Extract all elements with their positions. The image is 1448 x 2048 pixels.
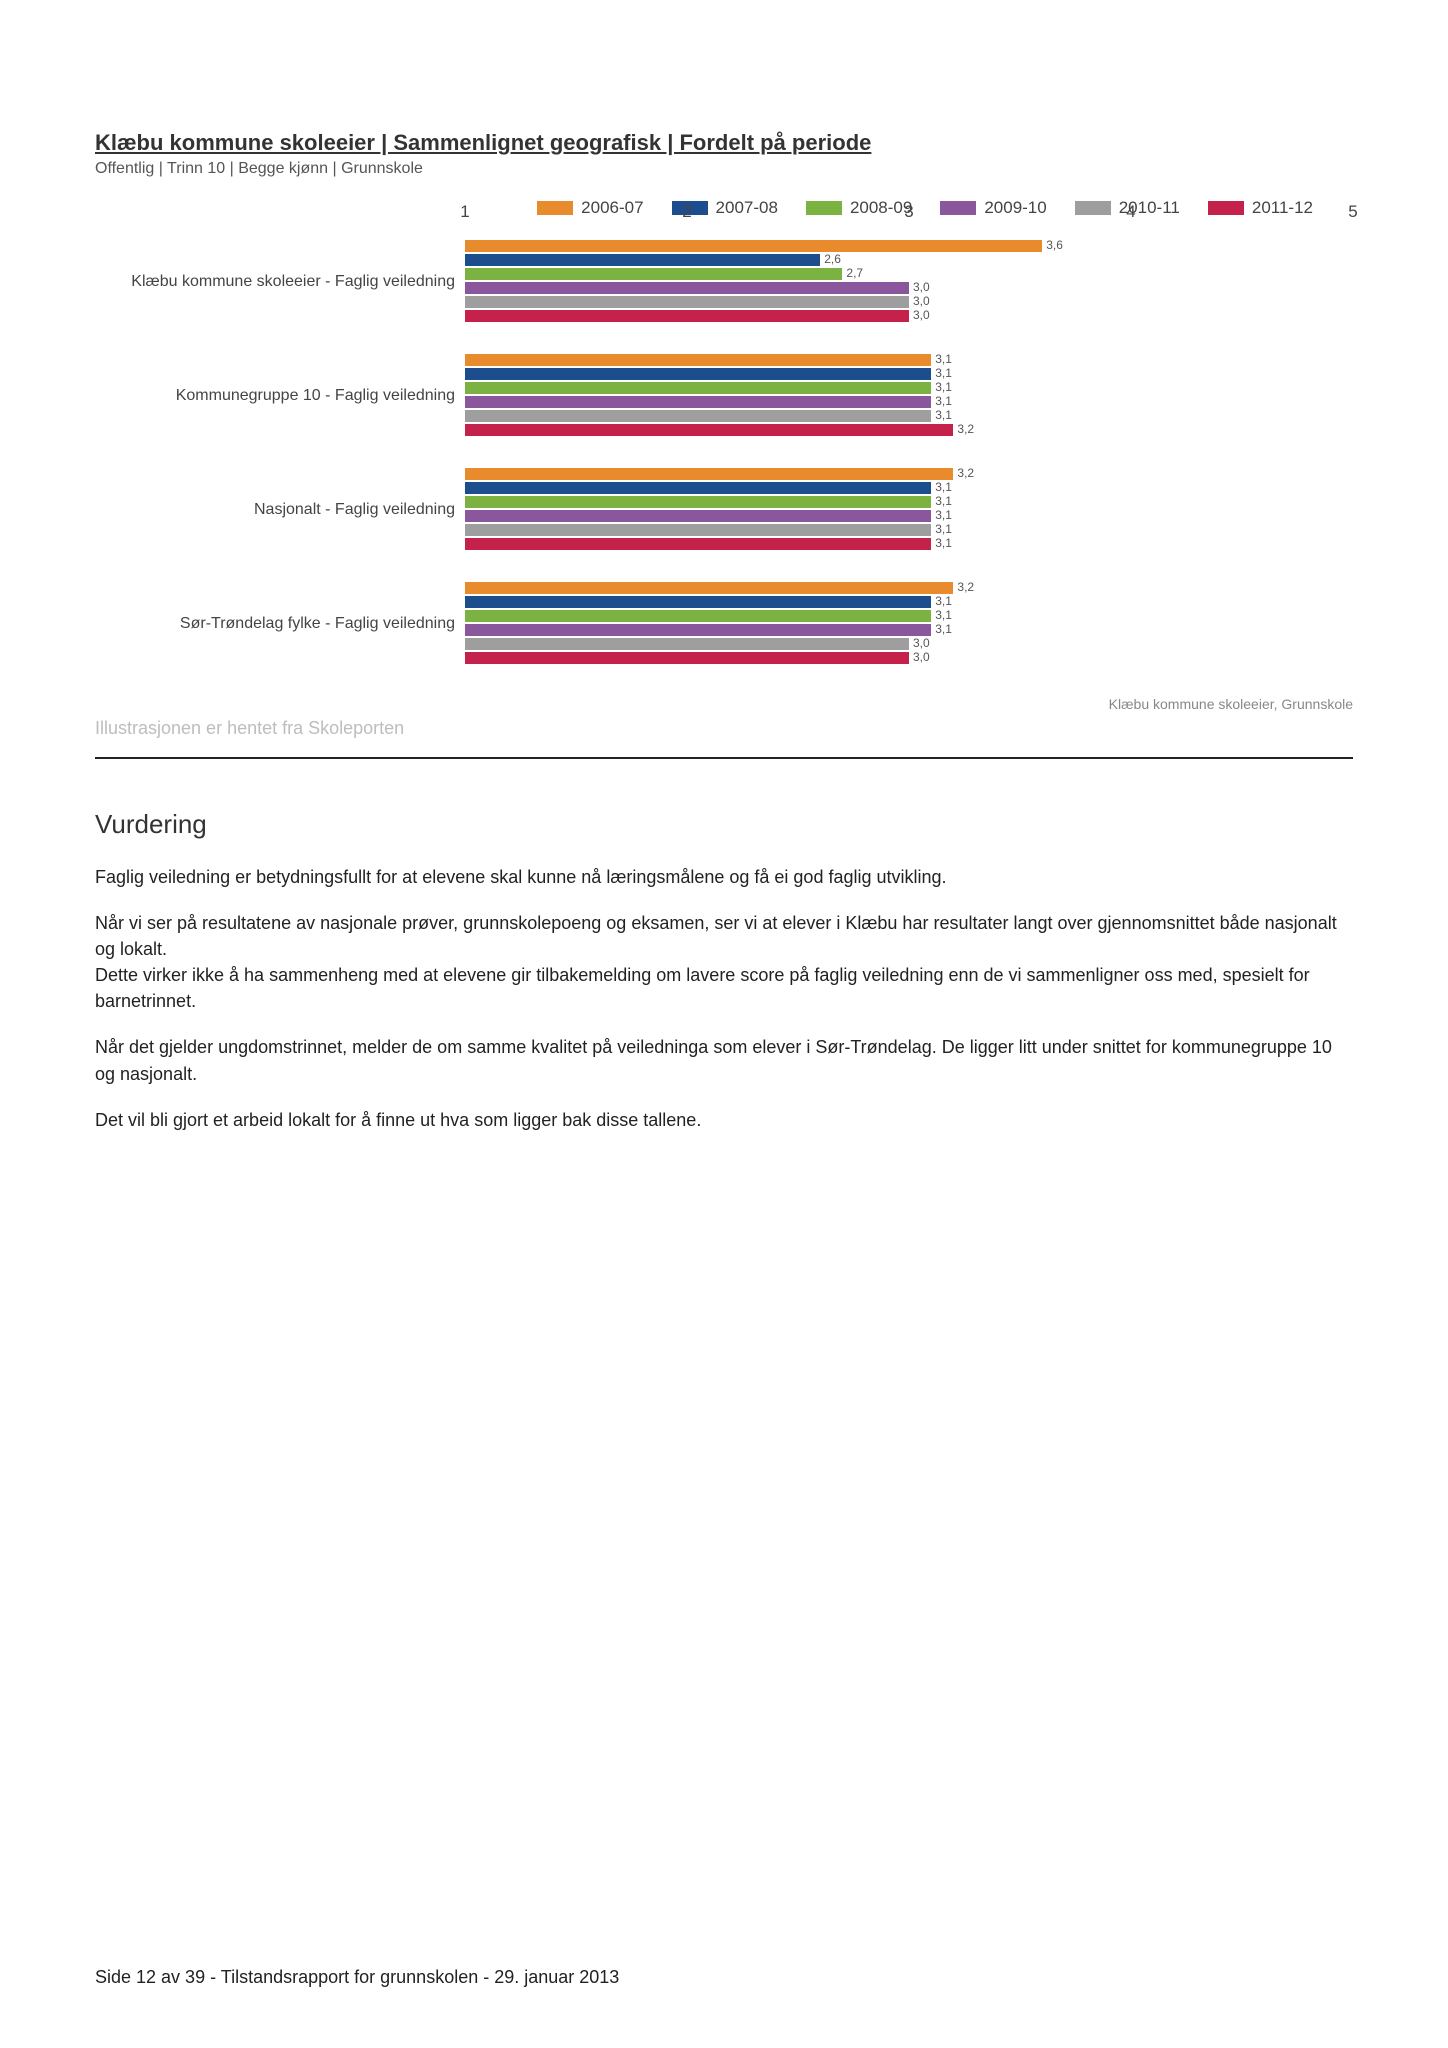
bar-value: 3,1 bbox=[935, 622, 952, 636]
bar-value: 3,1 bbox=[935, 380, 952, 394]
bar bbox=[465, 424, 953, 436]
bar bbox=[465, 396, 931, 408]
bar bbox=[465, 296, 909, 308]
bar-value: 3,0 bbox=[913, 636, 930, 650]
bar bbox=[465, 368, 931, 380]
chart-group: Klæbu kommune skoleeier - Faglig veiledn… bbox=[95, 240, 1353, 324]
bar-value: 3,1 bbox=[935, 352, 952, 366]
bars-area: 3,13,13,13,13,13,2 bbox=[465, 354, 1353, 438]
chart-group: Kommunegruppe 10 - Faglig veiledning3,13… bbox=[95, 354, 1353, 438]
bar bbox=[465, 410, 931, 422]
bar-value: 3,0 bbox=[913, 308, 930, 322]
x-tick: 2 bbox=[682, 202, 691, 222]
group-label: Kommunegruppe 10 - Faglig veiledning bbox=[95, 354, 465, 438]
bar bbox=[465, 652, 909, 664]
bars-area: 3,23,13,13,13,13,1 bbox=[465, 468, 1353, 552]
bar bbox=[465, 468, 953, 480]
bar-value: 3,0 bbox=[913, 650, 930, 664]
x-tick: 3 bbox=[904, 202, 913, 222]
bar bbox=[465, 596, 931, 608]
bar-value: 3,1 bbox=[935, 394, 952, 408]
paragraph: Når vi ser på resultatene av nasjonale p… bbox=[95, 910, 1353, 1014]
bar bbox=[465, 268, 842, 280]
x-axis: 12345 bbox=[465, 202, 1353, 230]
x-tick: 1 bbox=[460, 202, 469, 222]
bar-value: 3,1 bbox=[935, 366, 952, 380]
bar-value: 2,6 bbox=[824, 252, 841, 266]
bar-value: 3,2 bbox=[957, 580, 974, 594]
section-heading: Vurdering bbox=[95, 809, 1353, 840]
bar-value: 3,0 bbox=[913, 280, 930, 294]
page-subtitle: Offentlig | Trinn 10 | Begge kjønn | Gru… bbox=[95, 160, 1353, 178]
page-footer: Side 12 av 39 - Tilstandsrapport for gru… bbox=[95, 1967, 619, 1988]
chart-source-left: Illustrasjonen er hentet fra Skoleporten bbox=[95, 718, 1353, 739]
group-label: Sør-Trøndelag fylke - Faglig veiledning bbox=[95, 582, 465, 666]
bar-value: 3,1 bbox=[935, 480, 952, 494]
x-tick: 4 bbox=[1126, 202, 1135, 222]
bar bbox=[465, 496, 931, 508]
bar-value: 3,1 bbox=[935, 408, 952, 422]
chart-group: Nasjonalt - Faglig veiledning3,23,13,13,… bbox=[95, 468, 1353, 552]
page-title: Klæbu kommune skoleeier | Sammenlignet g… bbox=[95, 130, 1353, 156]
bar-value: 3,0 bbox=[913, 294, 930, 308]
bars-area: 3,23,13,13,13,03,0 bbox=[465, 582, 1353, 666]
bar-value: 3,1 bbox=[935, 594, 952, 608]
bar-value: 3,1 bbox=[935, 494, 952, 508]
bar bbox=[465, 638, 909, 650]
bar bbox=[465, 538, 931, 550]
bar-value: 3,1 bbox=[935, 536, 952, 550]
paragraph: Faglig veiledning er betydningsfullt for… bbox=[95, 864, 1353, 890]
paragraph: Når det gjelder ungdomstrinnet, melder d… bbox=[95, 1034, 1353, 1086]
bar-value: 3,1 bbox=[935, 608, 952, 622]
bar bbox=[465, 382, 931, 394]
bar bbox=[465, 610, 931, 622]
bar bbox=[465, 582, 953, 594]
bar bbox=[465, 354, 931, 366]
bar bbox=[465, 254, 820, 266]
group-label: Nasjonalt - Faglig veiledning bbox=[95, 468, 465, 552]
bar-value: 3,1 bbox=[935, 508, 952, 522]
bar bbox=[465, 524, 931, 536]
bar-value: 2,7 bbox=[846, 266, 863, 280]
bars-area: 3,62,62,73,03,03,0 bbox=[465, 240, 1353, 324]
chart-group: Sør-Trøndelag fylke - Faglig veiledning 3… bbox=[95, 582, 1353, 666]
x-tick: 5 bbox=[1348, 202, 1357, 222]
bar-value: 3,2 bbox=[957, 422, 974, 436]
bar-value: 3,6 bbox=[1046, 238, 1063, 252]
group-label: Klæbu kommune skoleeier - Faglig veiledn… bbox=[95, 240, 465, 324]
divider bbox=[95, 757, 1353, 759]
body-text: Faglig veiledning er betydningsfullt for… bbox=[95, 864, 1353, 1133]
bar-value: 3,1 bbox=[935, 522, 952, 536]
paragraph: Det vil bli gjort et arbeid lokalt for å… bbox=[95, 1107, 1353, 1133]
chart-source-right: Klæbu kommune skoleeier, Grunnskole bbox=[95, 696, 1353, 712]
bar bbox=[465, 310, 909, 322]
bar bbox=[465, 624, 931, 636]
bar bbox=[465, 482, 931, 494]
bar bbox=[465, 240, 1042, 252]
bar bbox=[465, 510, 931, 522]
bar bbox=[465, 282, 909, 294]
bar-value: 3,2 bbox=[957, 466, 974, 480]
